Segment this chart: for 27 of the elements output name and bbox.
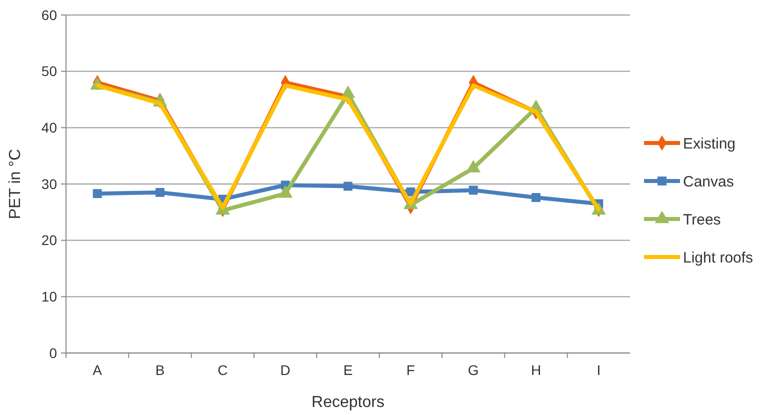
y-tick-label: 60	[41, 6, 58, 23]
legend-label: Existing	[683, 135, 736, 152]
x-tick-label: B	[155, 362, 165, 378]
y-tick-label: 0	[49, 344, 58, 361]
x-tick-label: F	[406, 362, 415, 378]
y-tick-label: 30	[41, 176, 58, 192]
x-tick-label: C	[218, 362, 228, 378]
legend-label: Light roofs	[683, 249, 754, 266]
x-tick-label: H	[530, 362, 542, 378]
x-tick-label: A	[92, 362, 103, 378]
point	[92, 189, 102, 198]
x-tick-label: I	[596, 362, 601, 378]
y-tick-label: 10	[41, 288, 58, 305]
point	[344, 182, 352, 191]
x-axis-title: Receptors	[312, 394, 384, 411]
y-axis-title: PET in °C	[7, 148, 24, 220]
x-tick-label: G	[468, 362, 479, 378]
point	[156, 188, 164, 197]
y-tick-label: 50	[41, 63, 58, 80]
y-tick-label: 40	[41, 120, 58, 136]
y-tick-label: 20	[41, 232, 58, 248]
point	[468, 186, 478, 195]
point	[532, 193, 540, 202]
legend-label: Trees	[683, 211, 721, 228]
legend-label: Canvas	[683, 173, 734, 190]
x-tick-label: D	[280, 362, 290, 378]
x-tick-label: E	[343, 362, 353, 378]
